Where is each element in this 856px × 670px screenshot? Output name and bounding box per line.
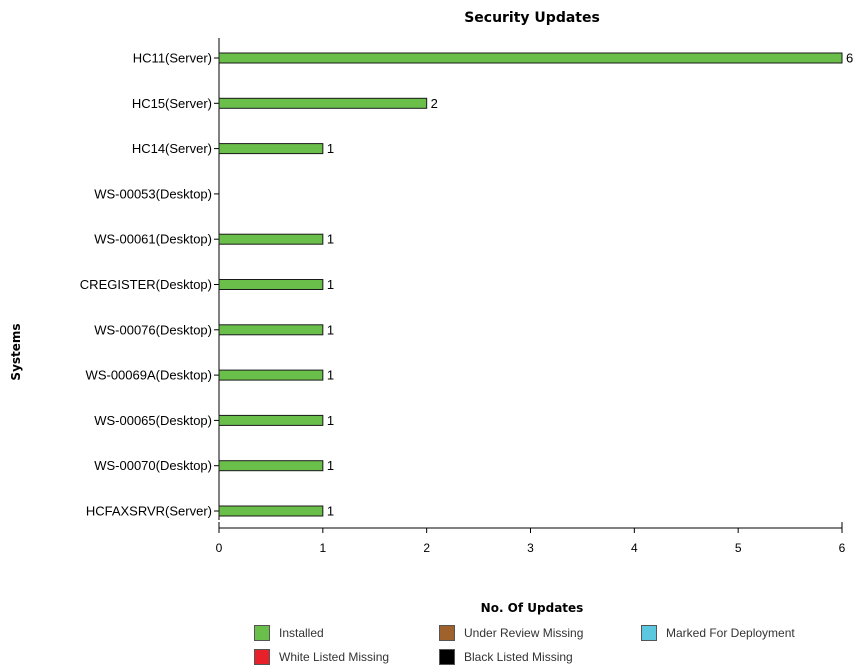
legend-swatch-black-listed-missing (439, 649, 455, 665)
plot-area: HC11(Server) 6 HC15(Server) 2 HC14(Server) 1 W… (80, 38, 853, 555)
legend-swatch-white-listed-missing (254, 649, 270, 665)
legend-swatch-marked-for-deployment (641, 625, 657, 641)
legend-item-marked-for-deployment: Marked For Deployment (641, 623, 795, 643)
bar (218, 414, 324, 426)
y-tick-label: WS-00065(Desktop) (94, 413, 212, 428)
legend-label-under-review-missing: Under Review Missing (464, 626, 584, 640)
data-label: 1 (327, 413, 334, 428)
legend-swatch-installed (254, 625, 270, 641)
x-axis-title: No. Of Updates (481, 601, 584, 615)
bar (218, 279, 324, 290)
data-label: 1 (327, 322, 334, 337)
legend-item-installed: Installed (254, 623, 324, 643)
x-tick-label: 2 (423, 541, 430, 555)
y-tick-label: HCFAXSRVR(Server) (86, 504, 212, 519)
y-tick-label: WS-00053(Desktop) (94, 186, 212, 201)
y-axis-title: Systems (9, 323, 23, 380)
legend: Installed Under Review Missing Marked Fo… (254, 623, 854, 670)
bar (218, 52, 843, 64)
data-label: 1 (327, 458, 334, 473)
bar (218, 369, 324, 381)
bar (218, 143, 324, 155)
y-tick-label: WS-00070(Desktop) (94, 458, 212, 473)
x-tick-label: 3 (527, 541, 534, 555)
data-label: 6 (846, 51, 853, 66)
data-label: 1 (327, 141, 334, 156)
bar (218, 460, 324, 472)
y-tick-label: CREGISTER(Desktop) (80, 277, 212, 292)
bar (218, 97, 428, 109)
legend-item-black-listed-missing: Black Listed Missing (439, 647, 573, 667)
legend-label-installed: Installed (279, 626, 324, 640)
data-label: 2 (431, 96, 438, 111)
y-tick-label: HC15(Server) (132, 96, 212, 111)
x-tick-label: 5 (735, 541, 742, 555)
x-tick-label: 6 (839, 541, 846, 555)
x-tick-label: 4 (631, 541, 638, 555)
legend-label-black-listed-missing: Black Listed Missing (464, 650, 573, 664)
legend-item-under-review-missing: Under Review Missing (439, 623, 583, 643)
chart-title: Security Updates (464, 10, 600, 26)
legend-label-white-listed-missing: White Listed Missing (279, 650, 390, 664)
legend-swatch-under-review-missing (439, 625, 455, 641)
y-tick-label: HC14(Server) (132, 141, 212, 156)
x-tick-label: 1 (319, 541, 326, 555)
bar (218, 324, 324, 336)
legend-item-white-listed-missing: White Listed Missing (254, 647, 389, 667)
data-label: 1 (327, 504, 334, 519)
y-tick-label: HC11(Server) (133, 51, 212, 66)
x-tick-label: 0 (216, 541, 223, 555)
y-tick-label: WS-00076(Desktop) (94, 322, 212, 337)
y-tick-label: WS-00061(Desktop) (94, 232, 212, 247)
legend-label-marked-for-deployment: Marked For Deployment (666, 626, 795, 640)
bar (218, 505, 324, 517)
bar (218, 233, 324, 245)
data-label: 1 (327, 277, 334, 292)
y-tick-label: WS-00069A(Desktop) (86, 368, 212, 383)
data-label: 1 (327, 232, 334, 247)
data-label: 1 (327, 368, 334, 383)
